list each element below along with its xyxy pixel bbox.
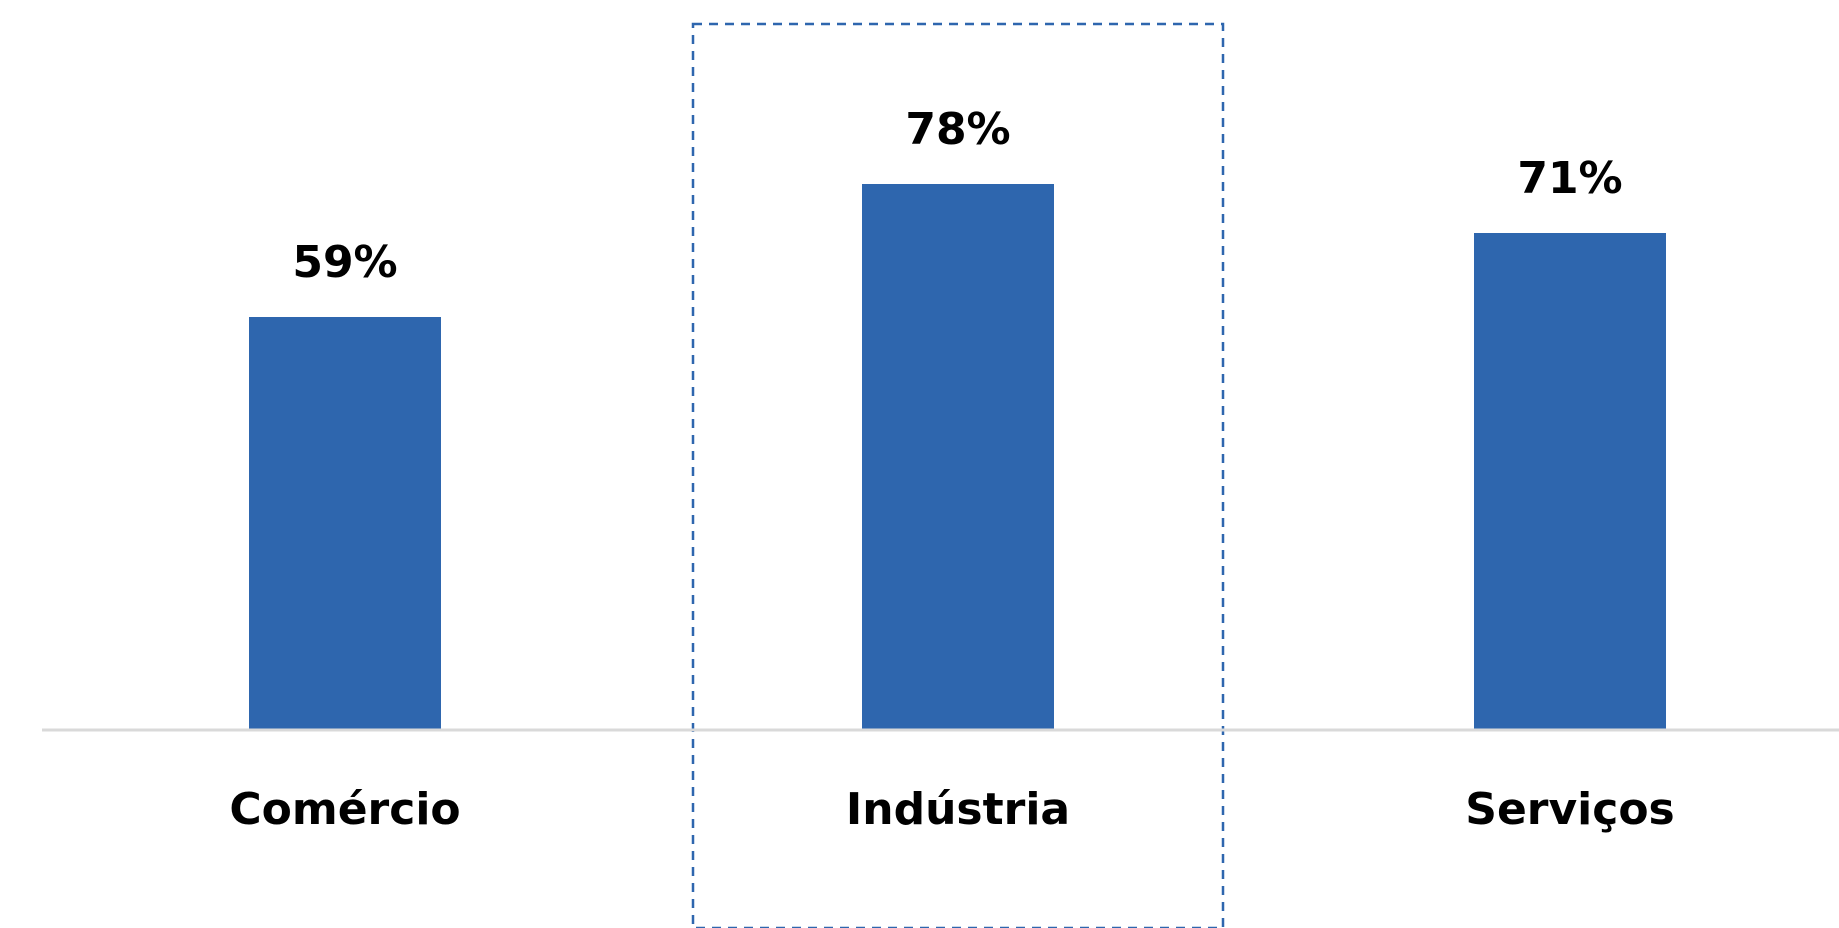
bar-1 <box>249 317 441 730</box>
value-labels-group: 59% 78% 71% <box>292 104 1622 288</box>
bar-2 <box>862 184 1054 730</box>
highlight-box <box>691 22 1225 928</box>
category-label-1: Comércio <box>229 784 460 835</box>
category-label-2: Indústria <box>846 784 1070 835</box>
bar-3 <box>1474 233 1666 730</box>
value-label-2: 78% <box>905 104 1010 155</box>
value-label-3: 71% <box>1517 153 1622 204</box>
value-label-1: 59% <box>292 237 397 288</box>
bars-group <box>249 184 1666 730</box>
category-labels-group: Comércio Indústria Serviços <box>229 784 1674 835</box>
category-label-3: Serviços <box>1465 784 1675 835</box>
